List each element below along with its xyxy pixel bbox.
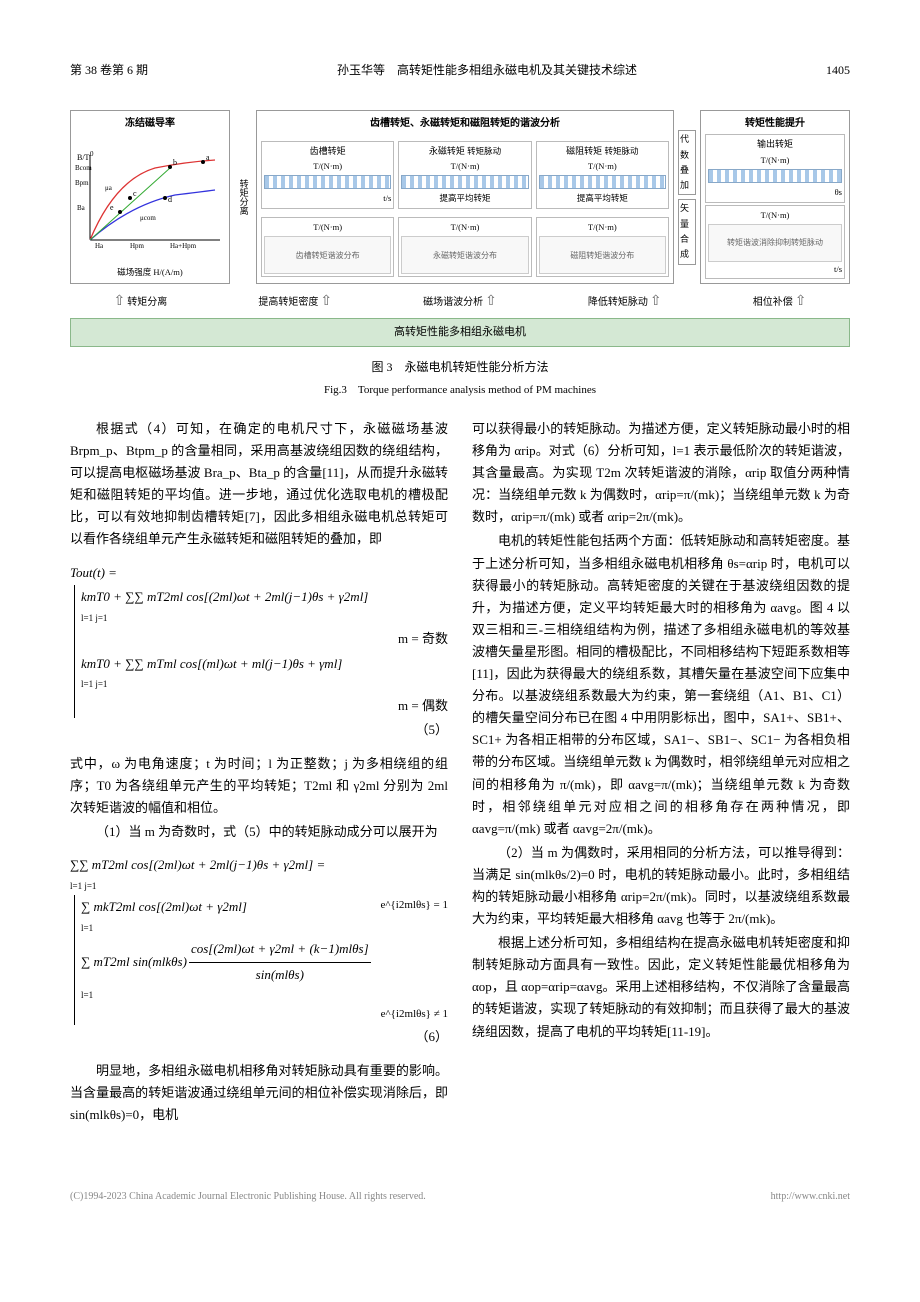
arrow-mid-1: 提高转矩密度 ⇧ — [258, 290, 332, 314]
arrow-right-2: 相位补偿 ⇧ — [753, 290, 807, 314]
svg-text:b: b — [173, 158, 177, 167]
up-arrow-icon: ⇧ — [795, 290, 807, 314]
svg-text:Ha: Ha — [95, 242, 104, 250]
up-arrow-icon: ⇧ — [650, 290, 662, 314]
sub-reluctance-torque: 磁阻转矩 转矩脉动 T/(N·m) 提高平均转矩 — [536, 141, 669, 209]
bottom-green-bar: 高转矩性能多相组永磁电机 — [70, 318, 850, 347]
left-p4: 明显地，多相组永磁电机相移角对转矩脉动具有重要的影响。当含量最高的转矩谐波通过绕… — [70, 1060, 448, 1126]
connector-left: 转矩分离 — [234, 110, 252, 284]
svg-text:e: e — [110, 203, 114, 212]
svg-text:Ha+Hpm: Ha+Hpm — [170, 242, 197, 250]
sub-pm-harm: T/(N·m) 永磁转矩谐波分布 — [398, 217, 531, 277]
right-sub1: 输出转矩 T/(N·m) θs — [705, 134, 845, 202]
wave-icon — [401, 175, 528, 189]
up-arrow-icon: ⇧ — [114, 290, 126, 314]
equation-5: Tout(t) = kmT0 + ∑∑ mT2ml cos[(2ml)ωt + … — [70, 561, 448, 743]
eq6-number: （6） — [70, 1025, 448, 1050]
diagram-row: 冻结磁导率 c b a d e B/T Bcom Bpm Ba μa μcom … — [70, 110, 850, 284]
figure-3: 冻结磁导率 c b a d e B/T Bcom Bpm Ba μa μcom … — [70, 110, 850, 400]
fig3-caption-zh: 图 3 永磁电机转矩性能分析方法 — [70, 357, 850, 377]
sub-cogging: 齿槽转矩 T/(N·m) t/s — [261, 141, 394, 209]
header-left: 第 38 卷第 6 期 — [70, 60, 148, 80]
svg-text:0: 0 — [90, 150, 94, 158]
svg-text:Bcom: Bcom — [75, 164, 92, 172]
mid-row-top: 齿槽转矩 T/(N·m) t/s 永磁转矩 转矩脉动 T/(N·m) 提高平均转… — [261, 141, 669, 209]
header-right: 1405 — [826, 60, 850, 80]
svg-text:B/T: B/T — [77, 153, 90, 162]
right-column: 可以获得最小的转矩脉动。为描述方便，定义转矩脉动最小时的相移角为 αrip。对式… — [472, 418, 850, 1128]
svg-text:Bpm: Bpm — [75, 179, 89, 187]
panel-freeze-permeability: 冻结磁导率 c b a d e B/T Bcom Bpm Ba μa μcom … — [70, 110, 230, 284]
arrow-mid-2: 磁场谐波分析 ⇧ — [423, 290, 497, 314]
panel-left-title: 冻结磁导率 — [75, 115, 225, 132]
right-p3: （2）当 m 为偶数时，采用相同的分析方法，可以推导得到：当满足 sin(mlk… — [472, 842, 850, 930]
wave-icon — [539, 175, 666, 189]
panel-mid-title: 齿槽转矩、永磁转矩和磁阻转矩的谐波分析 — [261, 115, 669, 132]
page-header: 第 38 卷第 6 期 孙玉华等 高转矩性能多相组永磁电机及其关键技术综述 14… — [70, 60, 850, 80]
svg-text:a: a — [206, 153, 210, 162]
fig3-caption-en: Fig.3 Torque performance analysis method… — [70, 381, 850, 400]
connector-right: 代数叠加 矢量合成 — [678, 110, 696, 284]
left-p1: 根据式（4）可知，在确定的电机尺寸下，永磁磁场基波 Brpm_p、Btpm_p … — [70, 418, 448, 551]
header-center: 孙玉华等 高转矩性能多相组永磁电机及其关键技术综述 — [337, 60, 637, 80]
body-columns: 根据式（4）可知，在确定的电机尺寸下，永磁磁场基波 Brpm_p、Btpm_p … — [70, 418, 850, 1128]
bh-xlabel: 磁场强度 H/(A/m) — [75, 265, 225, 279]
panel-right-title: 转矩性能提升 — [705, 115, 845, 132]
svg-text:μcom: μcom — [140, 214, 156, 222]
svg-text:μa: μa — [105, 184, 113, 192]
mid-row-bot: T/(N·m) 齿槽转矩谐波分布 T/(N·m) 永磁转矩谐波分布 T/(N·m… — [261, 217, 669, 277]
wave-icon — [708, 169, 842, 183]
svg-text:c: c — [133, 189, 137, 198]
eq5-number: （5） — [70, 718, 448, 743]
right-p2: 电机的转矩性能包括两个方面：低转矩脉动和高转矩密度。基于上述分析可知，当多相组永… — [472, 530, 850, 839]
arrow-right-1: 降低转矩脉动 ⇧ — [588, 290, 662, 314]
panel-harmonic-analysis: 齿槽转矩、永磁转矩和磁阻转矩的谐波分析 齿槽转矩 T/(N·m) t/s 永磁转… — [256, 110, 674, 284]
left-p3: （1）当 m 为奇数时，式（5）中的转矩脉动成分可以展开为 — [70, 821, 448, 843]
page-footer: (C)1994-2023 China Academic Journal Elec… — [70, 1188, 850, 1205]
wave-icon — [264, 175, 391, 189]
svg-text:Hpm: Hpm — [130, 242, 145, 250]
arrow-row: ⇧ 转矩分离 提高转矩密度 ⇧ 磁场谐波分析 ⇧ 降低转矩脉动 ⇧ 相位补偿 ⇧ — [70, 290, 850, 314]
sub-rel-harm: T/(N·m) 磁阻转矩谐波分布 — [536, 217, 669, 277]
arrow-left: ⇧ 转矩分离 — [114, 290, 168, 314]
footer-right: http://www.cnki.net — [771, 1188, 850, 1205]
equation-6: ∑∑ mT2ml cos[(2ml)ωt + 2ml(j−1)θs + γ2ml… — [70, 853, 448, 1050]
left-column: 根据式（4）可知，在确定的电机尺寸下，永磁磁场基波 Brpm_p、Btpm_p … — [70, 418, 448, 1128]
bh-curve-sketch: c b a d e B/T Bcom Bpm Ba μa μcom Ha Hpm… — [75, 150, 225, 250]
panel-torque-improve: 转矩性能提升 输出转矩 T/(N·m) θs T/(N·m) 转矩谐波消除抑制转… — [700, 110, 850, 284]
sub-pm-torque: 永磁转矩 转矩脉动 T/(N·m) 提高平均转矩 — [398, 141, 531, 209]
sub-cogging-harm: T/(N·m) 齿槽转矩谐波分布 — [261, 217, 394, 277]
svg-text:d: d — [168, 195, 172, 204]
right-p4: 根据上述分析可知，多相组结构在提高永磁电机转矩密度和抑制转矩脉动方面具有一致性。… — [472, 932, 850, 1042]
right-p1: 可以获得最小的转矩脉动。为描述方便，定义转矩脉动最小时的相移角为 αrip。对式… — [472, 418, 850, 528]
svg-text:Ba: Ba — [77, 204, 86, 212]
left-p2: 式中，ω 为电角速度；t 为时间；l 为正整数；j 为多相绕组的组序；T0 为各… — [70, 753, 448, 819]
right-sub2: T/(N·m) 转矩谐波消除抑制转矩脉动 t/s — [705, 205, 845, 280]
up-arrow-icon: ⇧ — [320, 290, 332, 314]
footer-left: (C)1994-2023 China Academic Journal Elec… — [70, 1188, 426, 1205]
up-arrow-icon: ⇧ — [485, 290, 497, 314]
